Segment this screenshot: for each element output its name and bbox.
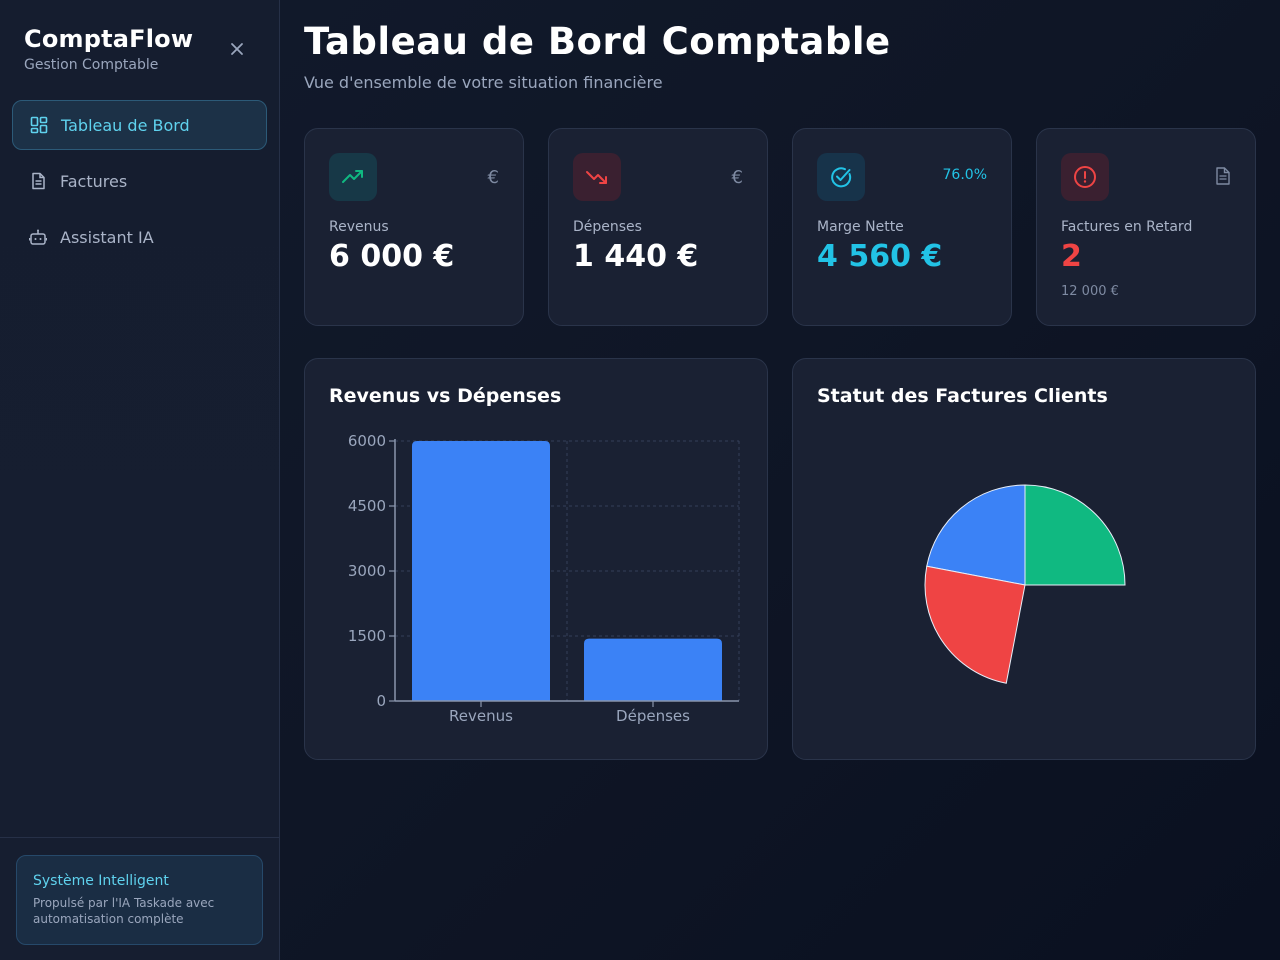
- robot-icon: [29, 228, 47, 246]
- kpi-label: Revenus: [329, 219, 389, 235]
- pie-slice-1: [926, 484, 1026, 586]
- bar-1: [584, 638, 722, 701]
- page-title: Tableau de Bord Comptable: [304, 20, 891, 63]
- system-info-text: Propulsé par l'IA Taskade avec automatis…: [33, 896, 215, 926]
- dashboard-grid-icon: [30, 116, 48, 134]
- kpi-card-factures-en-retard: Factures en Retard 2 12 000 €: [1036, 128, 1256, 326]
- close-sidebar-button[interactable]: [226, 38, 248, 60]
- bar-0: [412, 441, 550, 701]
- brand: ComptaFlow Gestion Comptable: [24, 25, 193, 73]
- sidebar-item-factures[interactable]: Factures: [12, 156, 267, 206]
- page-subtitle: Vue d'ensemble de votre situation financ…: [304, 73, 663, 92]
- kpi-card-revenus: € Revenus 6 000 €: [304, 128, 524, 326]
- alert-circle-icon: [1074, 166, 1096, 188]
- bar-chart-panel: Revenus vs Dépenses 0 1500 3000 4500 6000 Rev…: [304, 358, 768, 760]
- bar-chart-title: Revenus vs Dépenses: [329, 385, 562, 407]
- y-tick-label: 6000: [348, 432, 386, 450]
- document-icon: [1215, 167, 1231, 189]
- brand-title: ComptaFlow: [24, 25, 194, 53]
- kpi-value: 6 000 €: [329, 239, 455, 274]
- bar-chart: 0 1500 3000 4500 6000 Revenus Dépenses: [348, 432, 740, 725]
- kpi-label: Dépenses: [573, 219, 642, 235]
- trend-down-icon: [586, 171, 607, 184]
- y-tick-label: 3000: [348, 562, 386, 580]
- document-icon: [29, 172, 47, 190]
- kpi-label: Marge Nette: [817, 219, 904, 235]
- kpi-card-marge-nette: 76.0% Marge Nette 4 560 €: [792, 128, 1012, 326]
- pie-chart-panel: Statut des Factures Clients: [792, 358, 1256, 760]
- kpi-icon-box: [573, 153, 621, 201]
- x-tick-label: Dépenses: [616, 707, 690, 725]
- kpi-card-depenses: € Dépenses 1 440 €: [548, 128, 768, 326]
- trend-up-icon: [342, 170, 363, 183]
- kpi-value: 1 440 €: [573, 239, 699, 274]
- check-circle-icon: [831, 167, 852, 188]
- kpi-icon-box: [1061, 153, 1109, 201]
- pie-chart: [924, 484, 1126, 684]
- sidebar: ComptaFlow Gestion Comptable Tableau de …: [0, 0, 280, 960]
- sidebar-item-label: Assistant IA: [60, 227, 154, 247]
- brand-subtitle: Gestion Comptable: [24, 57, 159, 73]
- system-info-card: Système Intelligent Propulsé par l'IA Ta…: [16, 855, 263, 945]
- sidebar-item-assistant-ia[interactable]: Assistant IA: [12, 212, 267, 262]
- kpi-sub-amount: 12 000 €: [1061, 284, 1119, 299]
- kpi-value: 2: [1061, 239, 1082, 274]
- sidebar-item-label: Factures: [60, 171, 128, 191]
- sidebar-item-label: Tableau de Bord: [61, 115, 190, 135]
- close-icon: [231, 43, 243, 55]
- kpi-label: Factures en Retard: [1061, 219, 1193, 235]
- x-tick-label: Revenus: [449, 707, 513, 725]
- y-tick-label: 1500: [348, 627, 386, 645]
- system-info-title: Système Intelligent: [33, 873, 169, 889]
- y-tick-label: 0: [376, 692, 386, 710]
- pie-slice-2: [924, 565, 1026, 684]
- margin-percentage: 76.0%: [942, 167, 987, 183]
- kpi-icon-box: [329, 153, 377, 201]
- y-tick-label: 4500: [348, 497, 386, 515]
- pie-chart-title: Statut des Factures Clients: [817, 385, 1108, 407]
- euro-icon: €: [487, 167, 499, 188]
- sidebar-item-tableau-de-bord[interactable]: Tableau de Bord: [12, 100, 267, 150]
- kpi-icon-box: [817, 153, 865, 201]
- kpi-value: 4 560 €: [817, 239, 943, 274]
- sidebar-footer: Système Intelligent Propulsé par l'IA Ta…: [0, 837, 279, 960]
- pie-slice-0: [1024, 484, 1126, 586]
- euro-icon: €: [731, 167, 743, 188]
